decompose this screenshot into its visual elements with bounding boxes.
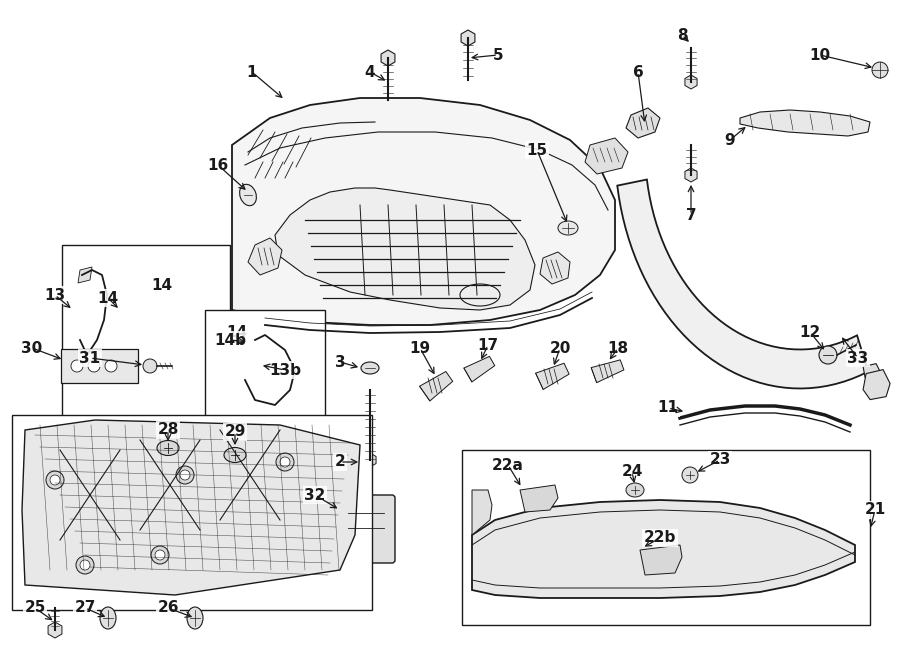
Text: 33: 33 — [848, 350, 868, 365]
Text: 14: 14 — [227, 324, 248, 340]
Polygon shape — [381, 50, 395, 66]
Text: 31: 31 — [79, 350, 101, 365]
Text: 30: 30 — [22, 340, 42, 355]
Polygon shape — [540, 252, 570, 284]
Polygon shape — [640, 545, 682, 575]
FancyBboxPatch shape — [61, 349, 138, 383]
Polygon shape — [585, 138, 628, 174]
Polygon shape — [78, 267, 92, 283]
Text: 1: 1 — [247, 64, 257, 79]
Text: 25: 25 — [24, 600, 46, 616]
Circle shape — [76, 556, 94, 574]
Polygon shape — [740, 110, 870, 136]
Circle shape — [819, 346, 837, 364]
Text: 15: 15 — [526, 142, 547, 158]
FancyBboxPatch shape — [62, 245, 230, 420]
Text: 17: 17 — [477, 338, 499, 352]
Polygon shape — [626, 108, 660, 138]
FancyBboxPatch shape — [337, 495, 395, 563]
Text: 9: 9 — [724, 132, 735, 148]
Text: 6: 6 — [633, 64, 643, 79]
Text: 14b: 14b — [214, 332, 246, 348]
Polygon shape — [419, 371, 453, 401]
Text: 28: 28 — [158, 422, 179, 438]
Text: 22b: 22b — [644, 530, 676, 545]
Ellipse shape — [361, 362, 379, 374]
Text: 11: 11 — [658, 401, 679, 416]
Polygon shape — [275, 188, 535, 310]
Polygon shape — [520, 485, 558, 512]
Ellipse shape — [626, 483, 644, 497]
Polygon shape — [617, 179, 868, 389]
Text: 12: 12 — [799, 324, 821, 340]
Text: 26: 26 — [158, 600, 179, 616]
Polygon shape — [863, 369, 890, 400]
Text: 16: 16 — [207, 158, 229, 173]
Circle shape — [280, 457, 290, 467]
Text: 2: 2 — [335, 455, 346, 469]
Polygon shape — [591, 360, 624, 383]
Circle shape — [180, 470, 190, 480]
Ellipse shape — [100, 607, 116, 629]
Text: 32: 32 — [304, 487, 326, 502]
Text: 13: 13 — [44, 287, 66, 303]
Text: 23: 23 — [709, 453, 731, 467]
Text: 18: 18 — [608, 340, 628, 355]
Text: 22a: 22a — [492, 457, 524, 473]
Text: 4: 4 — [364, 64, 375, 79]
Polygon shape — [685, 168, 698, 182]
Ellipse shape — [558, 221, 578, 235]
FancyBboxPatch shape — [462, 450, 870, 625]
Circle shape — [155, 550, 165, 560]
Circle shape — [71, 360, 83, 372]
Text: 27: 27 — [75, 600, 95, 616]
Polygon shape — [536, 363, 569, 389]
Text: 3: 3 — [335, 354, 346, 369]
Polygon shape — [685, 75, 698, 89]
Text: 24: 24 — [621, 465, 643, 479]
Text: 8: 8 — [677, 28, 688, 42]
Polygon shape — [863, 363, 880, 379]
Text: 5: 5 — [492, 48, 503, 62]
FancyBboxPatch shape — [12, 415, 372, 610]
Text: 14: 14 — [97, 291, 119, 305]
Ellipse shape — [224, 448, 246, 463]
Text: 10: 10 — [809, 48, 831, 62]
Circle shape — [80, 560, 90, 570]
Ellipse shape — [157, 440, 179, 455]
FancyBboxPatch shape — [205, 310, 325, 420]
Polygon shape — [472, 490, 492, 535]
Polygon shape — [48, 622, 62, 638]
Text: 14: 14 — [151, 277, 173, 293]
Polygon shape — [22, 420, 360, 595]
Circle shape — [50, 475, 60, 485]
Ellipse shape — [239, 184, 256, 206]
Circle shape — [176, 466, 194, 484]
Ellipse shape — [187, 607, 203, 629]
Circle shape — [88, 360, 100, 372]
Circle shape — [105, 360, 117, 372]
Polygon shape — [232, 98, 615, 325]
Text: 21: 21 — [864, 502, 886, 518]
Circle shape — [276, 453, 294, 471]
Text: 29: 29 — [224, 424, 246, 440]
Circle shape — [151, 546, 169, 564]
Circle shape — [682, 467, 698, 483]
Polygon shape — [364, 453, 376, 467]
Polygon shape — [461, 30, 475, 46]
Polygon shape — [472, 500, 855, 598]
Text: 7: 7 — [686, 207, 697, 222]
Polygon shape — [464, 356, 495, 382]
Text: 19: 19 — [410, 340, 430, 355]
Circle shape — [143, 359, 157, 373]
Circle shape — [46, 471, 64, 489]
Text: 13b: 13b — [269, 363, 301, 377]
Circle shape — [872, 62, 888, 78]
Polygon shape — [248, 238, 282, 275]
Text: 20: 20 — [549, 340, 571, 355]
